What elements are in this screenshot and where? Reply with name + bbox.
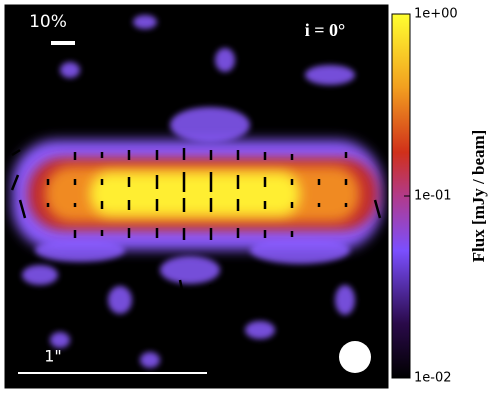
sky-image: 10% i = 0° 1"	[5, 5, 388, 388]
polarization-vectors	[10, 119, 382, 294]
vector-scale-label: 10%	[29, 12, 67, 32]
colorbar-tick-label: 1e-01	[414, 189, 452, 204]
angular-scale-label: 1"	[44, 347, 62, 366]
beam	[339, 341, 371, 373]
colorbar-tick-label: 1e+00	[414, 7, 458, 22]
colorbar-label: Flux [mJy / beam]	[469, 130, 488, 263]
image-frame	[4, 4, 389, 389]
colorbar-tick-label: 1e-02	[414, 371, 452, 386]
inclination-label: i = 0°	[305, 20, 345, 40]
